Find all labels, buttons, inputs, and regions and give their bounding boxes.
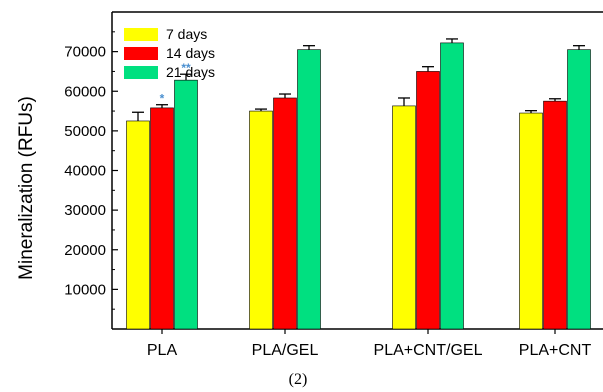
bar-14-days-pla [150,107,174,330]
legend-label: 14 days [166,45,215,61]
legend-swatch [124,66,158,79]
bar-21-days-pla-gel [297,49,321,330]
y-tick-label: 10000 [64,281,106,298]
bar-7-days-pla-gel [249,110,273,330]
bar-7-days-pla [126,120,150,330]
significance-marker: * [160,92,165,106]
y-axis-label: Mineralization (RFUs) [16,96,37,280]
bar-14-days-pla-cnt [543,100,567,330]
plot-area: 10000 20000 30000 40000 50000 60000 70000 PLA PL… [64,11,603,359]
bar-14-days-pla-cnt-gel [416,71,440,330]
bar-7-days-pla-cnt-gel [392,105,416,330]
bar-21-days-pla-cnt-gel [440,42,464,330]
y-tick-label: 40000 [64,163,106,180]
significance-marker: ** [181,61,191,75]
y-tick-label: 20000 [64,242,106,259]
x-tick-label: PLA [147,342,178,359]
y-tick-label: 30000 [64,202,106,219]
legend-swatch [124,47,158,60]
x-tick-label: PLA/GEL [252,342,319,359]
bar-7-days-pla-cnt [519,112,543,330]
legend-label: 21 days [166,64,215,80]
x-tick-label: PLA+CNT [519,342,592,359]
figure-caption: (2) [289,371,308,388]
bar-21-days-pla [174,79,198,330]
y-tick-label: 50000 [64,123,106,140]
y-tick-label: 70000 [64,44,106,61]
x-tick-label: PLA+CNT/GEL [374,342,483,359]
bar-14-days-pla-gel [273,97,297,330]
bar-21-days-pla-cnt [567,49,591,330]
legend-swatch [124,28,158,41]
y-tick-label: 60000 [64,83,106,100]
legend-label: 7 days [166,26,207,42]
